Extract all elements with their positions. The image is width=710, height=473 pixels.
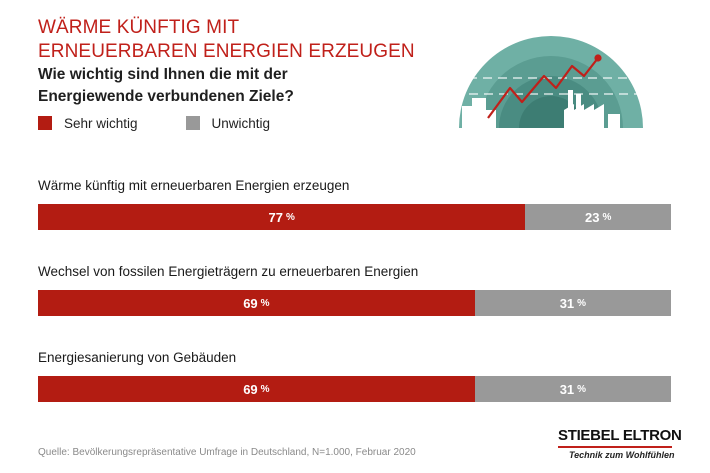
bar-segment-unwichtig: 31% <box>474 376 671 402</box>
bar-row: 69% 31% <box>38 290 671 316</box>
brand-rule <box>558 446 672 448</box>
brand-name: STIEBEL ELTRON <box>558 427 682 444</box>
bar-segment-sehr-wichtig: 69% <box>38 376 475 402</box>
legend-swatch-sehr-wichtig <box>38 116 52 130</box>
legend: Sehr wichtig Unwichtig <box>38 114 318 132</box>
legend-swatch-unwichtig <box>185 116 200 130</box>
chart-title-line2: ERNEUERBAREN ENERGIEN ERZEUGEN <box>38 41 415 62</box>
brand-tagline: Technik zum Wohlfühlen <box>569 450 675 460</box>
survey-question-line1: Wie wichtig sind Ihnen die mit der <box>38 66 288 83</box>
source-note: Quelle: Bevölkerungsrepräsentative Umfra… <box>38 447 416 458</box>
data-label: 77 <box>268 209 283 225</box>
bar-segment-unwichtig: 23% <box>525 204 671 230</box>
legend-label-sehr-wichtig: Sehr wichtig <box>64 115 138 131</box>
legend-item-unwichtig: Unwichtig <box>185 115 271 131</box>
legend-label-unwichtig: Unwichtig <box>211 115 271 131</box>
bar-row: 69% 31% <box>38 376 671 402</box>
brand-logo: STIEBEL ELTRON Technik zum Wohlfühlen <box>558 427 682 461</box>
category-label: Energiesanierung von Gebäuden <box>38 350 237 365</box>
survey-question-line2: Energiewende verbundenen Ziele? <box>38 88 294 105</box>
bar-row: 77% 23% <box>38 204 671 230</box>
chart-title-line1: WÄRME KÜNFTIG MIT <box>38 17 240 38</box>
energy-transition-icon <box>454 36 648 128</box>
bar-segment-unwichtig: 31% <box>474 290 671 316</box>
legend-item-sehr-wichtig: Sehr wichtig <box>38 116 138 131</box>
data-label: 23 <box>585 209 600 225</box>
data-label-unit: % <box>285 211 295 223</box>
data-label: 31 <box>559 381 575 397</box>
data-label-unit: % <box>577 297 587 309</box>
data-label: 69 <box>243 295 258 311</box>
bar-segment-sehr-wichtig: 77% <box>38 204 526 230</box>
category-label: Wärme künftig mit erneuerbaren Energien … <box>38 178 350 193</box>
data-label-unit: % <box>602 211 612 223</box>
category-label: Wechsel von fossilen Energieträgern zu e… <box>38 264 419 279</box>
data-label-unit: % <box>260 383 270 395</box>
survey-question: Wie wichtig sind Ihnen die mit der Energ… <box>38 64 294 108</box>
data-label: 69 <box>243 381 258 397</box>
data-label-unit: % <box>260 297 270 309</box>
bar-segment-sehr-wichtig: 69% <box>38 290 475 316</box>
data-label-unit: % <box>577 383 587 395</box>
chart-title: WÄRME KÜNFTIG MIT ERNEUERBAREN ENERGIEN … <box>38 16 415 64</box>
data-label: 31 <box>559 295 575 311</box>
